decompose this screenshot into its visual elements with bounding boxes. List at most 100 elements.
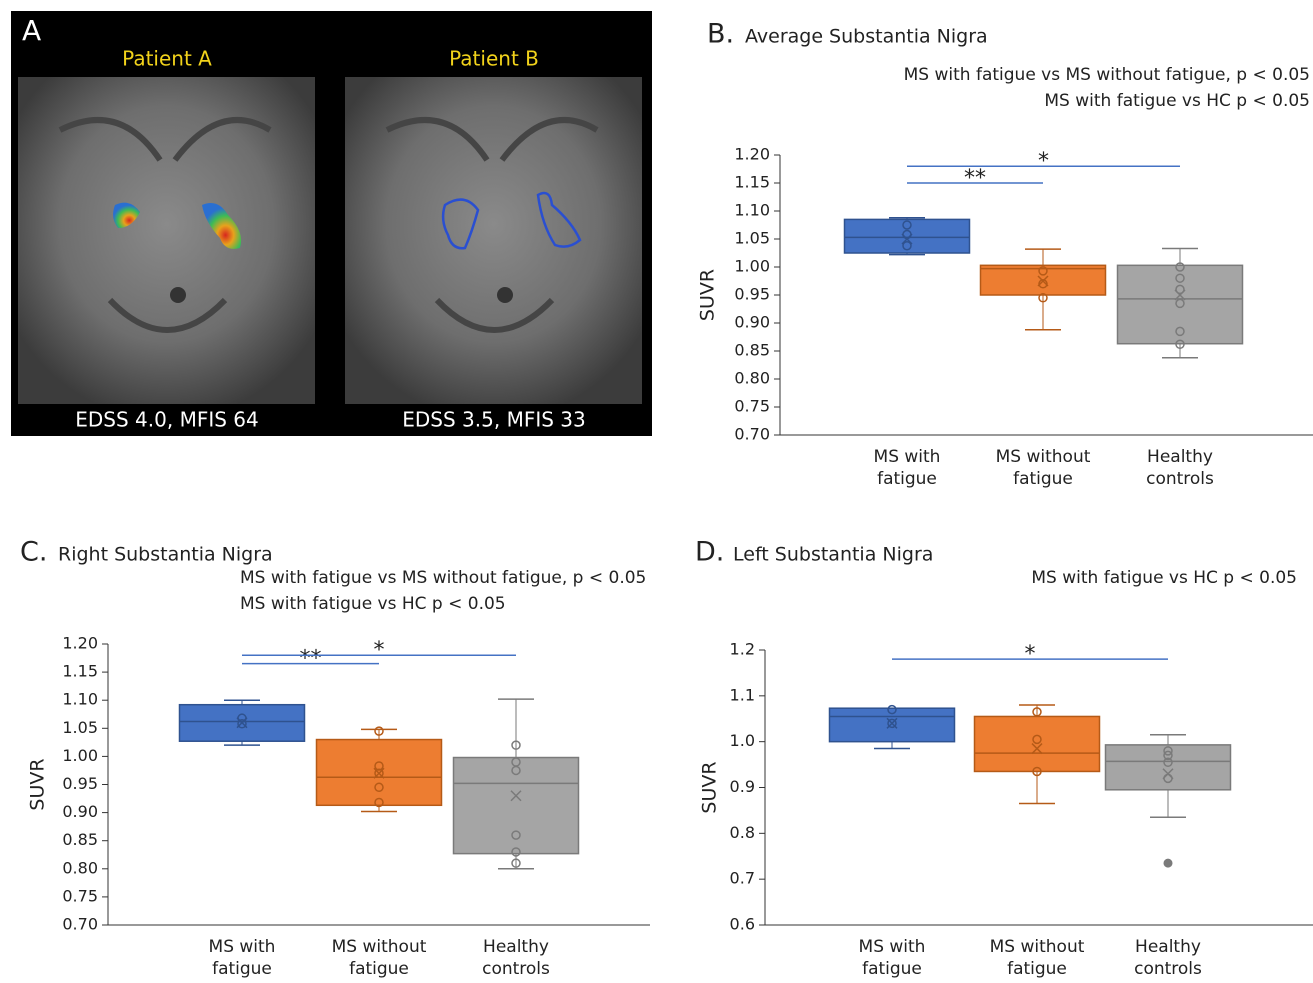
mri-structure [497, 287, 513, 303]
data-point [1175, 273, 1185, 283]
annotation: MS with fatigue vs HC p < 0.05 [1031, 568, 1297, 588]
y-tick-label: 1.20 [734, 145, 770, 164]
data-point [1163, 757, 1173, 768]
y-tick-label: 0.80 [62, 858, 98, 877]
roi-outline [536, 191, 582, 248]
significance-label: * [374, 638, 385, 663]
y-tick-label: 0.75 [734, 397, 770, 416]
x-tick-label: MS without fatigue [990, 937, 1085, 979]
data-point [511, 765, 521, 776]
patient-name: Patient A [122, 47, 212, 71]
x-tick-label: MS with fatigue [874, 447, 941, 489]
data-point [1163, 773, 1173, 784]
data-point [237, 713, 247, 723]
box [843, 218, 971, 254]
data-point [902, 229, 912, 240]
chart-title: Average Substantia Nigra [745, 26, 988, 48]
mri-image [345, 77, 642, 404]
data-point [374, 782, 384, 793]
annotation: MS with fatigue vs HC p < 0.05 [1044, 91, 1310, 111]
y-tick-label: 1.10 [734, 201, 770, 220]
annotation: MS with fatigue vs HC p < 0.05 [240, 594, 506, 614]
significance-label: * [1038, 149, 1049, 174]
patient-name: Patient B [449, 47, 539, 71]
data-point [1032, 707, 1042, 717]
panel-a: A Patient A Patient B EDSS 4.0, MFIS 64 … [11, 11, 652, 436]
data-point [1175, 284, 1185, 295]
chart-title: Left Substantia Nigra [733, 544, 933, 566]
data-point [1163, 746, 1173, 756]
panel-label: D. [695, 537, 724, 568]
x-tick-label: MS without fatigue [996, 447, 1091, 489]
y-axis-label: SUVR [27, 758, 49, 810]
annotation: MS with fatigue vs MS without fatigue, p… [240, 568, 646, 588]
y-tick-label: 1.15 [62, 662, 98, 681]
y-tick-label: 0.7 [730, 869, 755, 888]
y-tick-label: 0.6 [730, 915, 755, 934]
y-tick-label: 1.00 [62, 746, 98, 765]
data-point [511, 740, 521, 750]
roi-outline [441, 198, 480, 250]
y-tick-label: 0.85 [734, 341, 770, 360]
y-tick-label: 1.10 [62, 690, 98, 709]
y-tick-label: 1.0 [730, 731, 755, 750]
significance-label: * [1025, 642, 1036, 667]
chart-title: Right Substantia Nigra [58, 544, 273, 566]
data-point [902, 220, 912, 230]
mean-marker [510, 790, 522, 802]
y-tick-label: 0.90 [734, 313, 770, 332]
x-tick-label: Healthy controls [482, 937, 550, 979]
data-point [1038, 266, 1048, 276]
x-tick-label: MS without fatigue [332, 937, 427, 979]
y-tick-label: 1.15 [734, 173, 770, 192]
patient-caption: EDSS 4.0, MFIS 64 [75, 408, 258, 432]
data-point [1175, 262, 1185, 272]
data-point [374, 768, 384, 779]
x-tick-label: MS with fatigue [859, 937, 926, 979]
data-point [511, 830, 521, 840]
data-point [511, 858, 521, 868]
significance-label: ** [964, 166, 986, 191]
y-tick-label: 0.90 [62, 802, 98, 821]
y-tick-label: 0.75 [62, 886, 98, 905]
panel-label: B. [707, 19, 734, 50]
data-point [374, 726, 384, 736]
y-tick-label: 0.8 [730, 823, 755, 842]
y-tick-label: 1.2 [730, 640, 755, 659]
panel-label: C. [20, 537, 47, 568]
data-point [374, 797, 384, 808]
data-point [887, 704, 897, 715]
panel-label: A [22, 14, 41, 47]
mean-marker [1031, 743, 1043, 755]
y-tick-label: 1.05 [734, 229, 770, 248]
y-tick-label: 1.00 [734, 257, 770, 276]
y-axis-label: SUVR [697, 269, 719, 321]
mri-structure [170, 287, 186, 303]
y-tick-label: 0.70 [734, 425, 770, 444]
y-tick-label: 1.1 [730, 685, 755, 704]
data-point [511, 847, 521, 857]
x-tick-label: Healthy controls [1134, 937, 1202, 979]
y-tick-label: 0.9 [730, 777, 755, 796]
pet-overlay [202, 202, 242, 249]
pet-overlay [113, 202, 140, 228]
outlier [1163, 858, 1173, 868]
y-tick-label: 1.05 [62, 718, 98, 737]
x-tick-label: MS with fatigue [209, 937, 276, 979]
data-point [1038, 293, 1048, 303]
data-point [1175, 298, 1185, 309]
annotation: MS with fatigue vs MS without fatigue, p… [904, 65, 1310, 85]
data-point [1032, 766, 1042, 777]
box [1116, 264, 1244, 345]
y-tick-label: 1.20 [62, 634, 98, 653]
data-point [1032, 734, 1042, 745]
y-axis-label: SUVR [699, 761, 721, 813]
significance-label: ** [300, 647, 322, 672]
y-tick-label: 0.70 [62, 915, 98, 934]
data-point [237, 719, 247, 729]
y-tick-label: 0.85 [62, 830, 98, 849]
data-point [1175, 339, 1185, 350]
data-point [902, 240, 912, 251]
y-tick-label: 0.95 [62, 774, 98, 793]
